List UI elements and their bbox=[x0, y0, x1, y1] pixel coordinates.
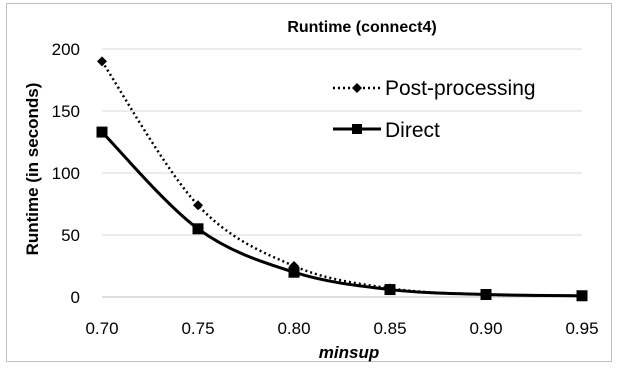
data-point-direct bbox=[96, 126, 108, 138]
x-tick-label: 0.85 bbox=[373, 319, 406, 338]
data-point-post-processing bbox=[193, 200, 203, 211]
series-line-direct bbox=[100, 131, 583, 298]
y-tick-label: 100 bbox=[52, 164, 80, 183]
gridlines bbox=[102, 48, 582, 298]
data-point-post-processing bbox=[385, 283, 395, 294]
series-layer bbox=[96, 56, 588, 302]
data-point-post-processing bbox=[577, 290, 587, 301]
data-point-direct bbox=[192, 223, 204, 235]
y-tick-label: 150 bbox=[52, 102, 80, 121]
data-point-post-processing bbox=[97, 56, 107, 67]
legend-item-post-processing: Post-processing bbox=[333, 77, 536, 100]
data-point-post-processing bbox=[481, 289, 491, 300]
series-line-post-processing bbox=[100, 60, 583, 298]
legend: Post-processing Direct bbox=[333, 77, 536, 142]
legend-square-marker bbox=[352, 124, 362, 134]
x-tick-label: 0.70 bbox=[85, 319, 118, 338]
legend-item-direct: Direct bbox=[333, 119, 440, 142]
y-tick-label: 0 bbox=[71, 288, 80, 307]
chart-frame bbox=[6, 3, 612, 362]
legend-label-direct: Direct bbox=[385, 119, 440, 142]
tick-labels: 0 50 100 150 200 0.70 0.75 0.80 0.85 0.90 0.95 bbox=[52, 40, 599, 338]
x-tick-label: 0.95 bbox=[565, 319, 598, 338]
data-point-direct bbox=[288, 266, 300, 278]
x-tick-label: 0.80 bbox=[277, 319, 310, 338]
series-post-processing bbox=[97, 56, 587, 301]
y-axis-label: Runtime (in seconds) bbox=[23, 83, 42, 256]
data-point-post-processing bbox=[289, 261, 299, 271]
x-axis-label: minsup bbox=[319, 343, 379, 362]
x-tick-label: 0.75 bbox=[181, 319, 214, 338]
x-tick-label: 0.90 bbox=[469, 319, 502, 338]
chart-title: Runtime (connect4) bbox=[287, 19, 436, 36]
y-tick-label: 50 bbox=[61, 226, 80, 245]
y-tick-label: 200 bbox=[52, 40, 80, 59]
legend-label-post-processing: Post-processing bbox=[385, 77, 536, 100]
legend-diamond-marker bbox=[352, 83, 362, 93]
series-direct bbox=[96, 126, 588, 302]
